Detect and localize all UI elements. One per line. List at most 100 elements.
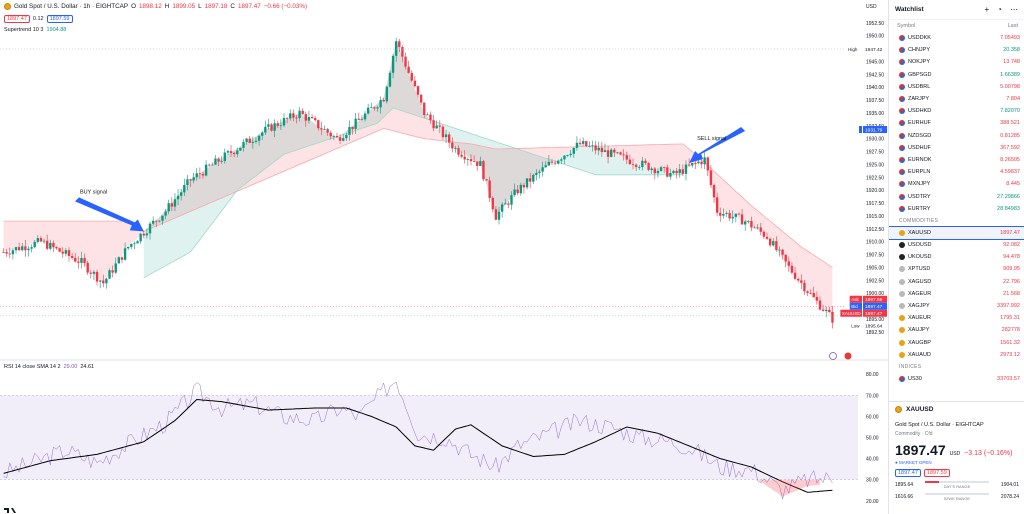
price-chart[interactable]: 1952.501950.001947.501945.001942.501940.… — [0, 0, 888, 514]
watchlist-symbol: USDHKD — [899, 108, 932, 115]
rsi-axis-tick: 30.00 — [866, 478, 879, 484]
watchlist-row[interactable]: EURHUF 388.521 — [889, 117, 1024, 129]
watchlist-row[interactable]: XAUEUR 1795.31 — [889, 312, 1024, 324]
details-price: 1897.47 — [895, 442, 946, 458]
symbol-title[interactable]: Gold Spot / U.S. Dollar · 1h · EIGHTCAP — [14, 3, 129, 10]
column-last[interactable]: Last — [1007, 23, 1018, 29]
candle-body — [310, 117, 314, 119]
watchlist-row[interactable]: XAGJPY 3397.992 — [889, 300, 1024, 312]
watchlist-row[interactable]: USDHKD 7.82070 — [889, 105, 1024, 117]
add-symbol-icon[interactable]: + — [984, 5, 990, 14]
watchlist-row[interactable]: USDBRL 5.00798 — [889, 81, 1024, 93]
symbol-text: USDHKD — [908, 108, 932, 115]
candle-body — [198, 173, 202, 175]
details-sell-button[interactable]: 1897.47 — [895, 469, 921, 477]
watchlist-row[interactable]: EURTRY 28.84983 — [889, 203, 1024, 215]
rsi-axis-tick: 60.00 — [866, 414, 879, 420]
week-range-bar — [925, 493, 989, 495]
candle-body — [507, 203, 510, 205]
watchlist-row[interactable]: NZDSGD 0.81285 — [889, 130, 1024, 142]
candle-body — [192, 177, 195, 181]
watchlist-row[interactable]: USOUSD 92.082 — [889, 239, 1024, 251]
candle-body — [472, 161, 476, 162]
watchlist-title[interactable]: Watchlist — [895, 6, 924, 13]
watchlist-symbol: EURPLN — [899, 169, 930, 176]
watchlist-symbol: USDBRL — [899, 83, 930, 90]
watchlist-row[interactable]: NOKJPY 13.748 — [889, 56, 1024, 68]
ask-marker-tag: Ask — [851, 297, 859, 302]
candle-body — [750, 220, 753, 228]
symbol-text: GBPSGD — [908, 71, 932, 78]
details-header: XAUUSD — [895, 406, 1019, 413]
details-trade-chips: 1897.47 1897.59 — [895, 469, 1019, 477]
candle-body — [694, 163, 697, 164]
last-price: 92.082 — [1003, 242, 1020, 249]
day-range-bar — [925, 481, 989, 483]
watchlist-row[interactable]: GBPSGD 1.66389 — [889, 69, 1024, 81]
supertrend-support-area — [143, 40, 683, 278]
last-price: 8.445 — [1006, 181, 1020, 188]
watchlist-row[interactable]: UKOUSD 94.478 — [889, 251, 1024, 263]
candle-body — [5, 252, 8, 254]
high-marker-value: 1947.42 — [865, 47, 883, 53]
candle-body — [535, 172, 538, 175]
sell-price-button[interactable]: 1897.47 — [4, 15, 30, 23]
watchlist-row[interactable]: ZARJPY 7.804 — [889, 93, 1024, 105]
candle-body — [712, 185, 716, 198]
watchlist-row[interactable]: EURNOK 8.26505 — [889, 154, 1024, 166]
last-price: 1561.32 — [1000, 339, 1020, 346]
commodities-section[interactable]: COMMODITIES — [899, 217, 939, 224]
symbol-text: XAUUSD — [908, 229, 931, 236]
watchlist-row[interactable]: USDHUF 367.592 — [889, 142, 1024, 154]
candle-body — [251, 141, 255, 143]
watchlist-row[interactable]: CHNJPY 20.358 — [889, 44, 1024, 56]
supertrend-legend[interactable]: Supertrend 10 3 1904.88 — [4, 27, 66, 33]
watchlist-row[interactable]: XAUJPY 282778 — [889, 324, 1024, 336]
candle-body — [130, 243, 133, 247]
symbol-text: EURHUF — [908, 120, 931, 127]
indices-section[interactable]: INDICES — [899, 363, 922, 370]
candle-body — [697, 161, 700, 164]
watchlist-row[interactable]: EURPLN 4.59837 — [889, 166, 1024, 178]
candle-body — [320, 128, 323, 130]
last-price: 2973.12 — [1000, 351, 1020, 358]
price-axis-tick: 1922.50 — [866, 175, 884, 181]
chart-pane[interactable]: 1952.501950.001947.501945.001942.501940.… — [0, 0, 888, 514]
candle-body — [298, 110, 301, 119]
watchlist-row[interactable]: MXNJPY 8.445 — [889, 178, 1024, 190]
currency-flag-icon — [899, 47, 905, 54]
candle-body — [139, 233, 142, 242]
currency-flag-icon — [899, 96, 905, 103]
currency-flag-icon — [899, 193, 905, 200]
watchlist-row[interactable]: XPTUSD 909.95 — [889, 263, 1024, 275]
symbol-text: USDTRY — [908, 193, 931, 200]
rsi-legend[interactable]: RSI 14 close SMA 14 2 29.00 24.61 — [4, 364, 94, 370]
day-range-label: DAY'S RANGE — [943, 484, 971, 489]
candle-body — [407, 66, 410, 73]
more-icon[interactable]: ⋯ — [1010, 5, 1018, 14]
watchlist-row[interactable]: XAGEUR 21.568 — [889, 288, 1024, 300]
candle-body — [379, 100, 382, 108]
history-icon[interactable]: ◔ — [997, 5, 1002, 14]
candle-body — [581, 141, 585, 144]
commodity-icon — [899, 266, 905, 273]
candle-body — [360, 119, 364, 121]
watchlist-row[interactable]: XAUAUD 2973.12 — [889, 349, 1024, 361]
candle-body — [560, 159, 563, 161]
watchlist-row[interactable]: USDTRY 27.29866 — [889, 190, 1024, 202]
details-price-row: 1897.47 USD −3.13 (−0.16%) — [895, 442, 1019, 458]
watchlist-row[interactable]: XAGUSD 22.796 — [889, 276, 1024, 288]
column-symbol[interactable]: Symbol — [897, 23, 916, 29]
watchlist-row[interactable]: US30 33703.57 — [889, 373, 1024, 385]
details-symbol[interactable]: XAUUSD — [906, 406, 934, 413]
details-buy-button[interactable]: 1897.59 — [923, 469, 950, 477]
flag-icon — [844, 352, 852, 360]
watchlist-row[interactable]: XAUGBP 1561.32 — [889, 337, 1024, 349]
watchlist-row[interactable]: XAUUSD 1897.47 — [889, 225, 1024, 241]
buy-price-button[interactable]: 1897.59 — [46, 15, 73, 23]
candle-body — [14, 247, 18, 251]
watchlist-row[interactable]: USDDKK 7.05493 — [889, 32, 1024, 44]
tradingview-logo-icon — [4, 508, 16, 513]
watchlist-panel[interactable]: Watchlist + ◔ ⋯ Symbol Last USDDKK 7.0549… — [888, 0, 1024, 514]
candle-body — [264, 126, 267, 133]
